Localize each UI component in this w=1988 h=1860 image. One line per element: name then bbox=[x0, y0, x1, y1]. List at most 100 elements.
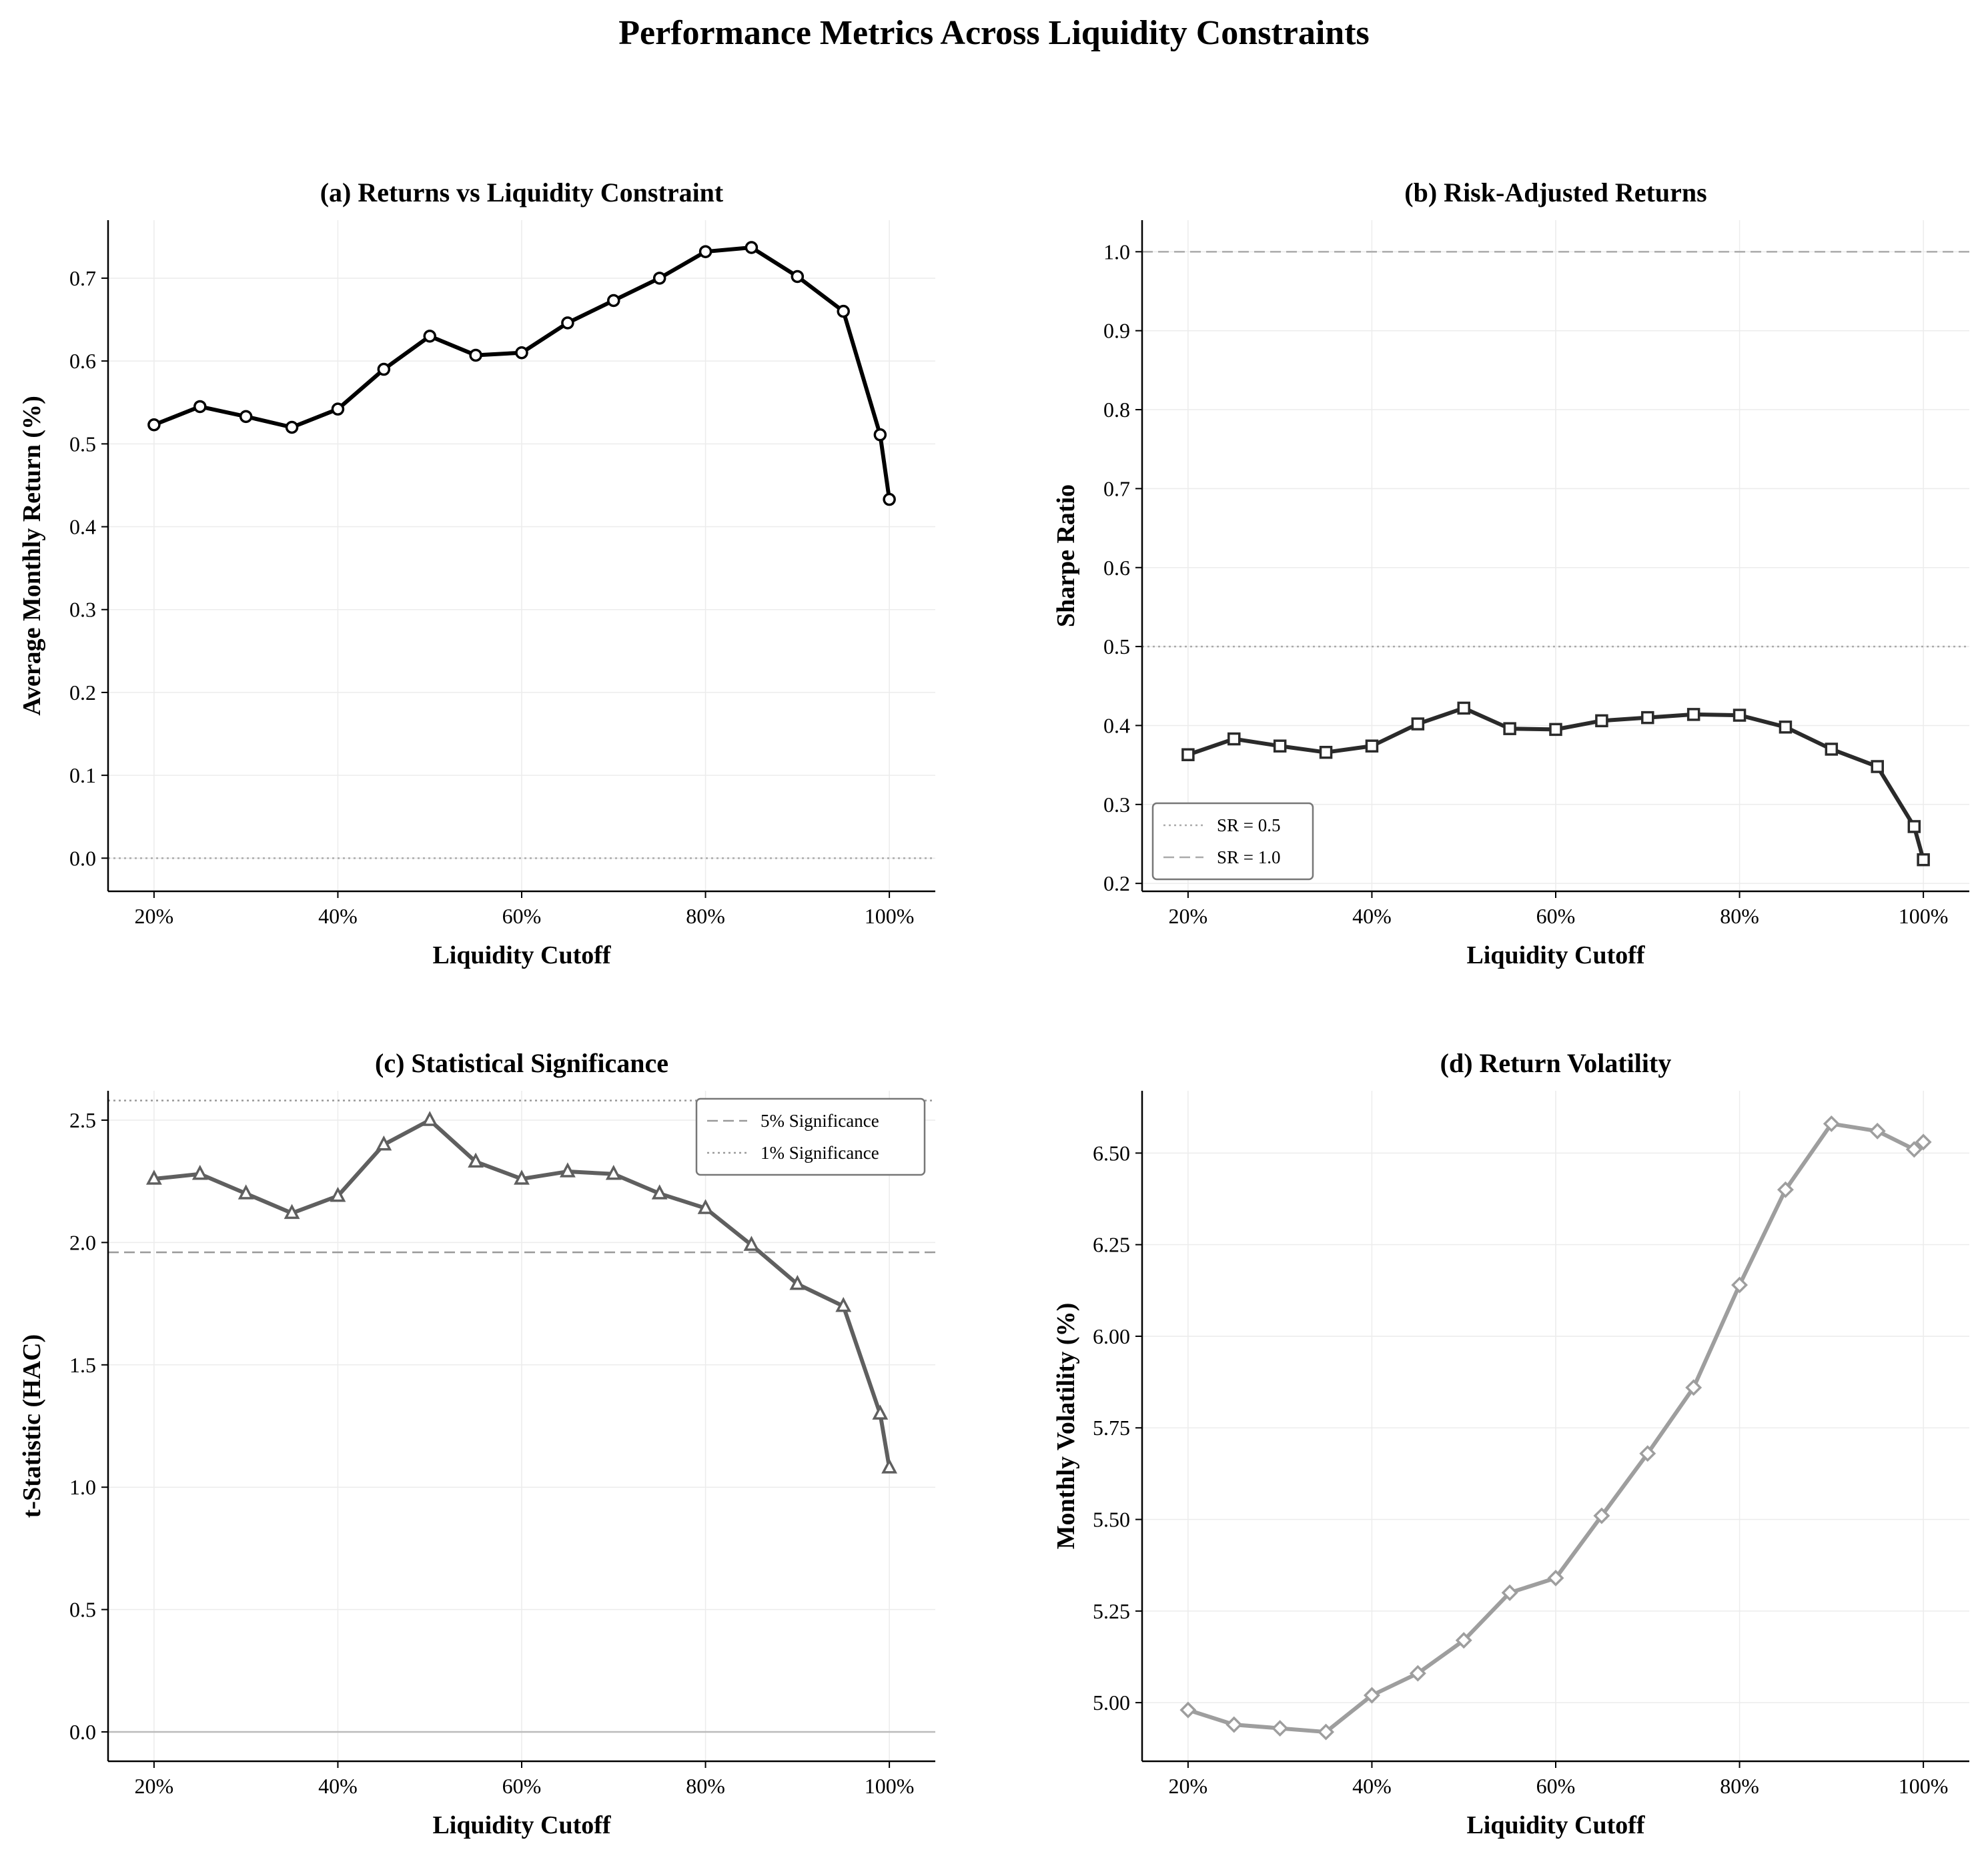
series-line bbox=[151, 245, 892, 502]
legend-box bbox=[695, 1097, 926, 1176]
panel-title: (a) Returns vs Liquidity Constraint bbox=[320, 177, 724, 207]
data-point bbox=[837, 304, 850, 318]
data-point bbox=[515, 346, 528, 360]
y-tick-label: 5.25 bbox=[1093, 1599, 1130, 1623]
x-tick-label: 60% bbox=[1536, 904, 1576, 928]
panel-title: (d) Return Volatility bbox=[1440, 1048, 1672, 1078]
data-point bbox=[1409, 1665, 1426, 1682]
x-axis-label: Liquidity Cutoff bbox=[1466, 1811, 1645, 1839]
data-point bbox=[1917, 853, 1930, 867]
x-tick-label: 40% bbox=[1352, 904, 1392, 928]
y-tick-label: 0.7 bbox=[1103, 476, 1130, 500]
data-point bbox=[1685, 1379, 1702, 1396]
data-point bbox=[1455, 1632, 1472, 1649]
data-point bbox=[514, 1170, 530, 1185]
data-point bbox=[1501, 1584, 1518, 1601]
data-point bbox=[697, 1199, 714, 1214]
data-point bbox=[1549, 723, 1562, 737]
data-point bbox=[1595, 714, 1608, 728]
data-point bbox=[1363, 1687, 1380, 1704]
x-tick-label: 20% bbox=[135, 904, 174, 928]
x-tick-label: 80% bbox=[1720, 1774, 1759, 1798]
panel-title: (b) Risk-Adjusted Returns bbox=[1404, 177, 1706, 207]
y-tick-label: 5.75 bbox=[1093, 1416, 1130, 1440]
x-tick-label: 100% bbox=[1899, 904, 1949, 928]
legend-label: SR = 1.0 bbox=[1217, 847, 1281, 867]
data-point bbox=[1181, 748, 1195, 761]
legend: SR = 0.5 SR = 1.0 bbox=[1151, 802, 1314, 881]
x-tick-label: 100% bbox=[865, 1774, 915, 1798]
y-tick-label: 0.4 bbox=[69, 515, 96, 539]
x-tick-label: 20% bbox=[135, 1774, 174, 1798]
data-point bbox=[1225, 1716, 1243, 1733]
x-tick-label: 60% bbox=[502, 1774, 542, 1798]
data-point bbox=[1318, 1723, 1335, 1741]
panel-b: 20% 40% 60% 80% 100% 0.2 0.3 0.4 0.5 0.6 0.7 0.8 0.9… bbox=[1052, 177, 1969, 969]
y-axis-label: Average Monthly Return (%) bbox=[18, 396, 46, 715]
y-tick-label: 0.2 bbox=[69, 680, 96, 705]
legend-box bbox=[1151, 802, 1314, 881]
data-point bbox=[1825, 743, 1839, 756]
data-point bbox=[1686, 708, 1700, 721]
data-point bbox=[1273, 739, 1287, 753]
y-tick-label: 1.0 bbox=[1103, 240, 1130, 264]
legend-label: 1% Significance bbox=[761, 1143, 879, 1163]
data-point bbox=[1779, 721, 1793, 734]
x-tick-label: 80% bbox=[686, 904, 725, 928]
y-tick-label: 6.00 bbox=[1093, 1324, 1130, 1348]
data-point bbox=[239, 410, 253, 424]
data-point bbox=[1823, 1115, 1840, 1132]
legend: 5% Significance 1% Significance bbox=[695, 1097, 926, 1176]
data-point bbox=[1641, 711, 1654, 725]
data-point bbox=[1777, 1181, 1794, 1198]
data-point bbox=[1319, 745, 1333, 759]
data-point bbox=[881, 1458, 898, 1474]
data-point bbox=[285, 420, 299, 434]
data-point bbox=[835, 1297, 852, 1312]
data-point bbox=[1905, 1141, 1923, 1158]
data-point bbox=[791, 270, 805, 284]
legend-label: 5% Significance bbox=[761, 1111, 879, 1131]
y-tick-label: 0.4 bbox=[1103, 713, 1130, 737]
x-tick-label: 100% bbox=[865, 904, 915, 928]
data-point bbox=[1411, 717, 1425, 731]
data-point bbox=[145, 1170, 162, 1185]
y-tick-label: 5.00 bbox=[1093, 1691, 1130, 1715]
data-point bbox=[331, 402, 345, 416]
data-point bbox=[1907, 820, 1921, 833]
data-point bbox=[872, 1404, 889, 1420]
panel-title: (c) Statistical Significance bbox=[375, 1048, 668, 1078]
panels-container: 20% 40% 60% 80% 100% 0.0 0.1 0.2 0.3 0.4 0.5 0.6 0.7… bbox=[18, 177, 1969, 1839]
data-point bbox=[789, 1275, 806, 1290]
y-tick-label: 0.3 bbox=[69, 598, 96, 622]
data-point bbox=[1871, 760, 1884, 773]
x-axis-label: Liquidity Cutoff bbox=[1466, 941, 1645, 969]
y-tick-label: 0.7 bbox=[69, 266, 96, 290]
y-tick-label: 6.25 bbox=[1093, 1233, 1130, 1257]
y-tick-label: 0.0 bbox=[69, 846, 96, 870]
y-tick-label: 0.6 bbox=[69, 349, 96, 373]
x-axis-label: Liquidity Cutoff bbox=[432, 1811, 611, 1839]
panel-c: 20% 40% 60% 80% 100% 0.0 0.5 1.0 1.5 2.0 2.5 (c) St… bbox=[18, 1048, 935, 1839]
x-tick-label: 20% bbox=[1169, 904, 1208, 928]
data-point bbox=[651, 1184, 668, 1200]
data-point bbox=[377, 362, 391, 376]
data-point bbox=[1731, 1276, 1749, 1294]
data-point bbox=[193, 400, 207, 414]
panel-d: 20% 40% 60% 80% 100% 5.00 5.25 5.50 5.75 6.00 6.25… bbox=[1052, 1048, 1969, 1839]
x-tick-label: 100% bbox=[1899, 1774, 1949, 1798]
data-point bbox=[1227, 732, 1241, 746]
x-tick-label: 60% bbox=[502, 904, 542, 928]
data-point bbox=[873, 428, 887, 442]
data-point bbox=[607, 294, 620, 308]
data-point bbox=[1869, 1122, 1886, 1139]
x-tick-label: 80% bbox=[686, 1774, 725, 1798]
data-point bbox=[1593, 1507, 1610, 1524]
y-axis-label: Sharpe Ratio bbox=[1052, 484, 1080, 627]
y-axis-label: Monthly Volatility (%) bbox=[1052, 1303, 1080, 1549]
data-point bbox=[605, 1164, 622, 1180]
data-point bbox=[1179, 1701, 1197, 1719]
y-tick-label: 2.5 bbox=[69, 1108, 96, 1132]
y-tick-label: 2.0 bbox=[69, 1230, 96, 1254]
y-tick-label: 6.50 bbox=[1093, 1141, 1130, 1165]
